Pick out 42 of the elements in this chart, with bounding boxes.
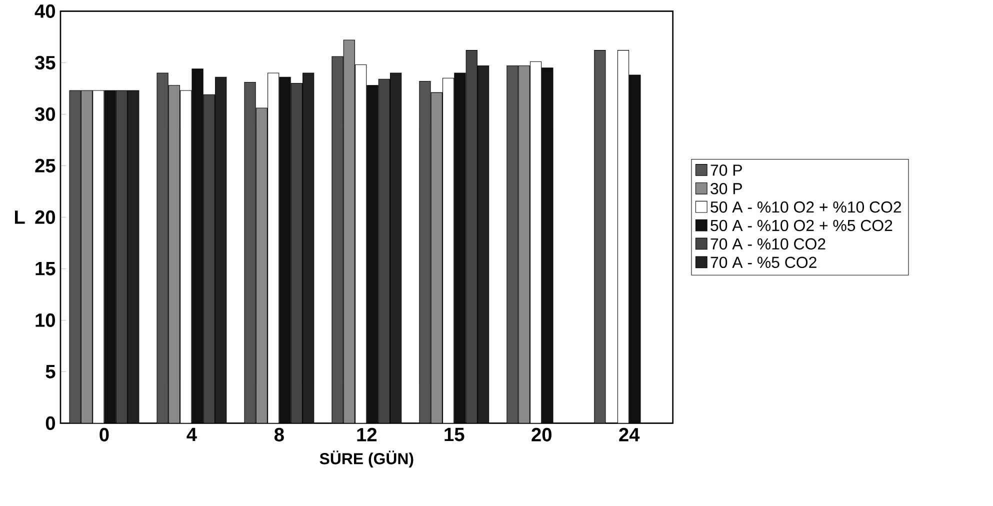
bar (332, 56, 344, 424)
bar (80, 90, 93, 424)
legend-label: 70 A - %5 CO2 (710, 256, 816, 268)
legend-label: 70 A - %10 CO2 (710, 238, 826, 250)
legend-label: 50 A - %10 O2 + %10 CO2 (710, 201, 902, 213)
y-tick-label: 25 (35, 158, 56, 172)
x-tick-label: 20 (532, 428, 552, 442)
bar (244, 82, 256, 424)
y-tick-label: 40 (34, 4, 56, 18)
y-tick-label: 20 (35, 210, 56, 224)
y-tick-label: 30 (34, 107, 56, 121)
bar (168, 84, 180, 424)
legend-label: 30 P (710, 182, 742, 194)
bar (69, 90, 81, 424)
bar (506, 65, 518, 424)
bar (378, 78, 390, 424)
x-tick-label: 12 (357, 428, 377, 442)
legend-label: 70 P (710, 164, 742, 176)
x-tick-label: 15 (444, 428, 464, 442)
bar (156, 72, 168, 424)
bar (594, 50, 606, 424)
y-tick-label: 0 (46, 416, 56, 430)
x-tick-label: 8 (274, 428, 284, 442)
bar (343, 40, 355, 424)
x-axis-title: SÜRE (GÜN) (320, 450, 414, 468)
y-axis-title: L (14, 210, 25, 224)
x-tick-label: 4 (186, 428, 197, 441)
x-tick-label: 0 (100, 428, 109, 442)
bar (419, 80, 431, 424)
x-tick-label: 24 (619, 428, 640, 442)
bar (466, 50, 478, 424)
bar (290, 82, 302, 424)
y-tick-label: 10 (36, 313, 56, 327)
y-tick-label: 35 (34, 56, 56, 70)
y-tick-label: 15 (36, 262, 56, 276)
bar (518, 65, 530, 424)
bar (116, 90, 128, 424)
bar (203, 94, 216, 424)
bar (430, 92, 442, 424)
legend-label: 50 A - %10 O2 + %5 CO2 (710, 220, 892, 231)
y-tick-label: 5 (46, 364, 56, 378)
bar (256, 108, 268, 424)
